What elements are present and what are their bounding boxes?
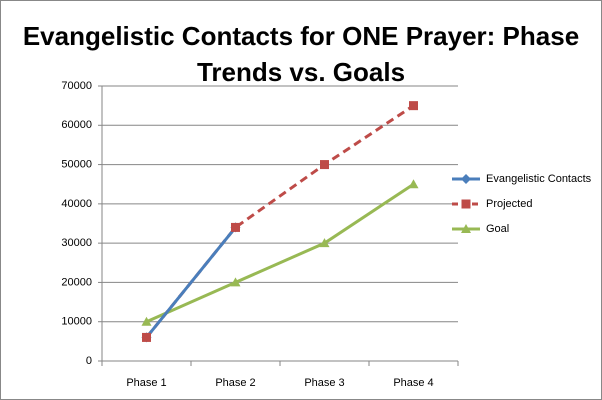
data-point <box>408 179 419 189</box>
legend-marker <box>461 174 471 184</box>
data-point <box>409 101 418 111</box>
x-tick-label: Phase 3 <box>304 377 344 389</box>
y-tick-label: 10000 <box>61 316 92 328</box>
series-line <box>145 182 415 324</box>
y-tick-label: 20000 <box>61 276 92 288</box>
data-point <box>141 316 152 326</box>
y-tick-label: 50000 <box>61 158 92 170</box>
legend-label: Evangelistic Contacts <box>486 173 592 185</box>
data-point <box>320 160 329 170</box>
legend-marker <box>461 199 471 209</box>
data-point <box>231 222 240 232</box>
y-tick-label: 60000 <box>61 119 92 131</box>
chart-title: Evangelistic Contacts for ONE Prayer: Ph… <box>22 21 580 87</box>
y-tick-label: 40000 <box>61 198 92 210</box>
data-point <box>319 238 330 248</box>
data-point <box>142 332 151 342</box>
legend-marker <box>461 224 471 233</box>
y-tick-label: 70000 <box>61 80 92 92</box>
y-tick-label: 0 <box>86 355 92 367</box>
x-tick-label: Phase 2 <box>215 377 255 389</box>
x-tick-label: Phase 1 <box>126 377 166 389</box>
series-line <box>145 226 237 339</box>
legend-label: Projected <box>486 198 532 210</box>
data-point <box>230 277 241 287</box>
y-tick-label: 30000 <box>61 237 92 249</box>
x-tick-label: Phase 4 <box>393 377 433 389</box>
legend-label: Goal <box>486 223 509 235</box>
